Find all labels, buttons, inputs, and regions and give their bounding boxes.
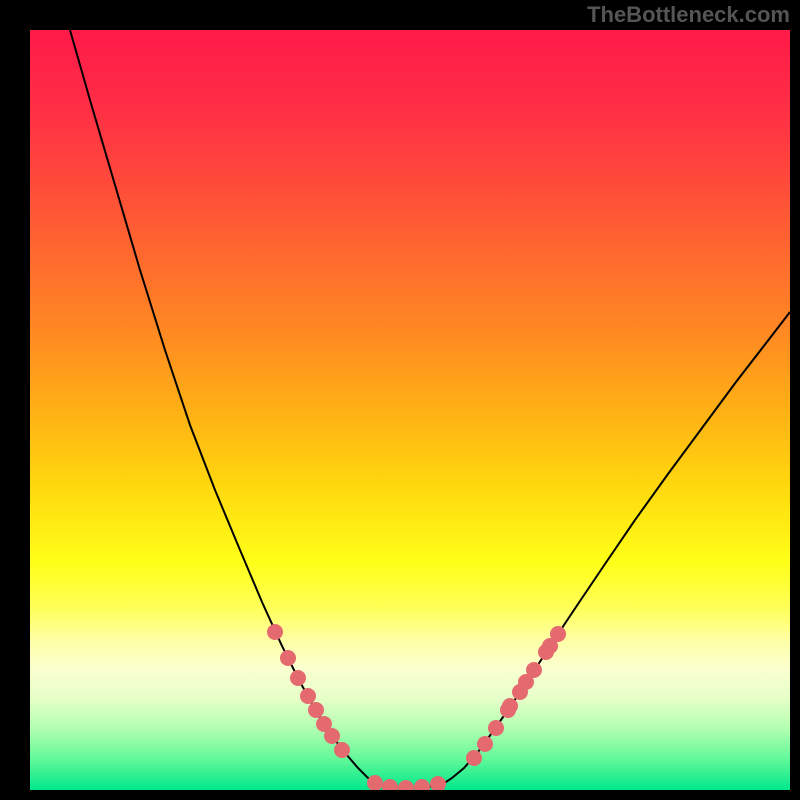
data-marker: [300, 688, 316, 704]
data-marker: [550, 626, 566, 642]
data-marker: [334, 742, 350, 758]
gradient-background: [30, 30, 790, 790]
data-marker: [512, 684, 528, 700]
data-marker: [308, 702, 324, 718]
data-marker: [267, 624, 283, 640]
data-marker: [280, 650, 296, 666]
data-marker: [466, 750, 482, 766]
data-marker: [290, 670, 306, 686]
data-marker: [324, 728, 340, 744]
plot-area: [30, 30, 790, 790]
data-marker: [502, 698, 518, 714]
data-marker: [477, 736, 493, 752]
data-marker: [488, 720, 504, 736]
data-marker: [526, 662, 542, 678]
chart-svg: [30, 30, 790, 790]
watermark-text: TheBottleneck.com: [587, 2, 790, 28]
